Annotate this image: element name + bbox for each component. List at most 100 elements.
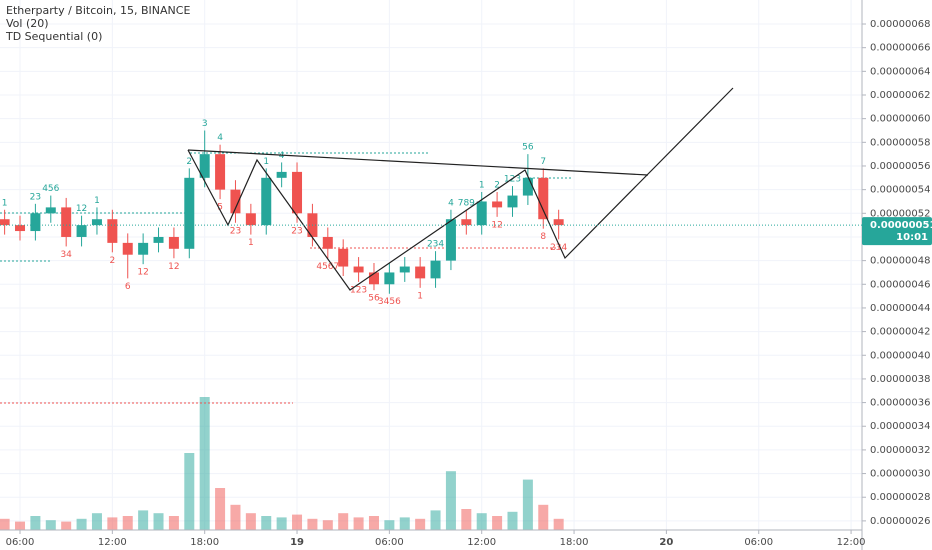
volume-bar [45,520,56,530]
trend-line[interactable] [187,149,649,176]
candle-body [91,219,102,226]
candle-body [538,177,549,220]
td-count: 23 [30,192,41,202]
td-count: 4 [217,133,223,143]
td-count: 1 [248,238,254,248]
volume-bar [307,518,318,530]
volume-bar [245,513,256,530]
td-count: 23 [230,226,241,236]
y-tick-label: 0.00000048 [870,256,930,267]
td-count: 12 [76,204,87,214]
candle-body [368,272,379,285]
volume-bar [492,516,503,530]
td-count: 234 [550,243,567,253]
volume-bar [338,513,349,530]
volume-bar [384,520,395,530]
volume-bar [261,516,272,530]
candle-body [122,242,133,255]
td-count: 8 [540,232,546,242]
candle-body [322,236,333,249]
x-tick-label: 19 [290,537,304,548]
candle-body [230,189,241,214]
chart-title: Etherparty / Bitcoin, 15, BINANCE [6,4,190,17]
y-tick-label: 0.00000038 [870,374,930,385]
candle-body [215,154,226,190]
candle-body [199,154,210,178]
indicator-label: TD Sequential (0) [5,30,102,43]
y-tick-label: 0.00000052 [870,208,930,219]
y-tick-label: 0.00000058 [870,137,930,148]
td-count: 1 [263,157,269,167]
td-count: 1 [2,198,8,208]
td-count: 4 [279,151,285,161]
candle-body [353,266,364,273]
candle-body [415,266,426,279]
td-count: 56 [368,294,380,304]
td-count: 5 [217,203,223,213]
td-count: 34 [60,250,72,260]
volume-bar [61,521,72,530]
candles: 1234563412126121223452311423456712356345… [0,119,568,307]
volume-bar [215,488,226,530]
indicator-label: Vol (20) [6,17,49,30]
candle-body [338,248,349,267]
volume-bar [292,514,303,530]
candle-body [507,195,518,208]
x-tick-label: 20 [659,537,673,548]
y-tick-label: 0.00000062 [870,90,930,101]
td-count: 1 [94,196,100,206]
volume-bar [353,517,364,530]
y-tick-label: 0.00000056 [870,161,930,172]
candle-body [30,213,41,232]
y-tick-label: 0.00000046 [870,279,930,290]
volume-bar [138,510,149,530]
candle-body [276,171,287,178]
x-tick-label: 12:00 [837,537,866,548]
candle-body [245,213,256,226]
td-count: 2 [494,181,500,191]
y-tick-label: 0.00000036 [870,398,930,409]
countdown: 10:01 [896,232,928,243]
td-count: 23 [291,226,302,236]
td-count: 3456 [378,297,401,307]
y-tick-label: 0.00000026 [870,516,930,527]
y-tick-label: 0.00000064 [870,66,930,77]
td-count: 1 [417,291,423,301]
volume-bar [368,516,379,530]
td-count: 234 [427,240,444,250]
volume-bar [91,513,102,530]
td-count: 456 [42,184,59,194]
volume-bar [476,513,487,530]
td-count: 2 [186,157,192,167]
td-count: 2 [109,256,115,266]
y-tick-label: 0.00000068 [870,19,930,30]
td-count: 56 [522,143,534,153]
td-count: 7 [540,157,546,167]
y-tick-label: 0.00000044 [870,303,930,314]
volume-bar [276,517,287,530]
td-count: 12 [137,268,148,278]
volume-bar [522,479,533,530]
volume-bar [322,520,333,530]
volume-bar [415,518,426,530]
volume-bar [199,397,210,530]
td-levels [0,152,572,404]
x-tick-label: 18:00 [560,537,589,548]
volume-bar [430,510,441,530]
candle-body [522,177,533,196]
grid [0,0,862,530]
volume-pane [0,397,564,530]
x-tick-label: 06:00 [6,537,35,548]
td-count: 789 [458,198,475,208]
candle-body [138,242,149,255]
td-count: 3 [202,119,208,129]
x-tick-label: 12:00 [467,537,496,548]
td-count: 12 [168,262,179,272]
td-count: 1 [479,181,485,191]
x-tick-label: 06:00 [375,537,404,548]
y-tick-label: 0.00000030 [870,469,930,480]
candle-body [399,266,410,273]
volume-bar [538,504,549,530]
candle-body [492,201,503,208]
